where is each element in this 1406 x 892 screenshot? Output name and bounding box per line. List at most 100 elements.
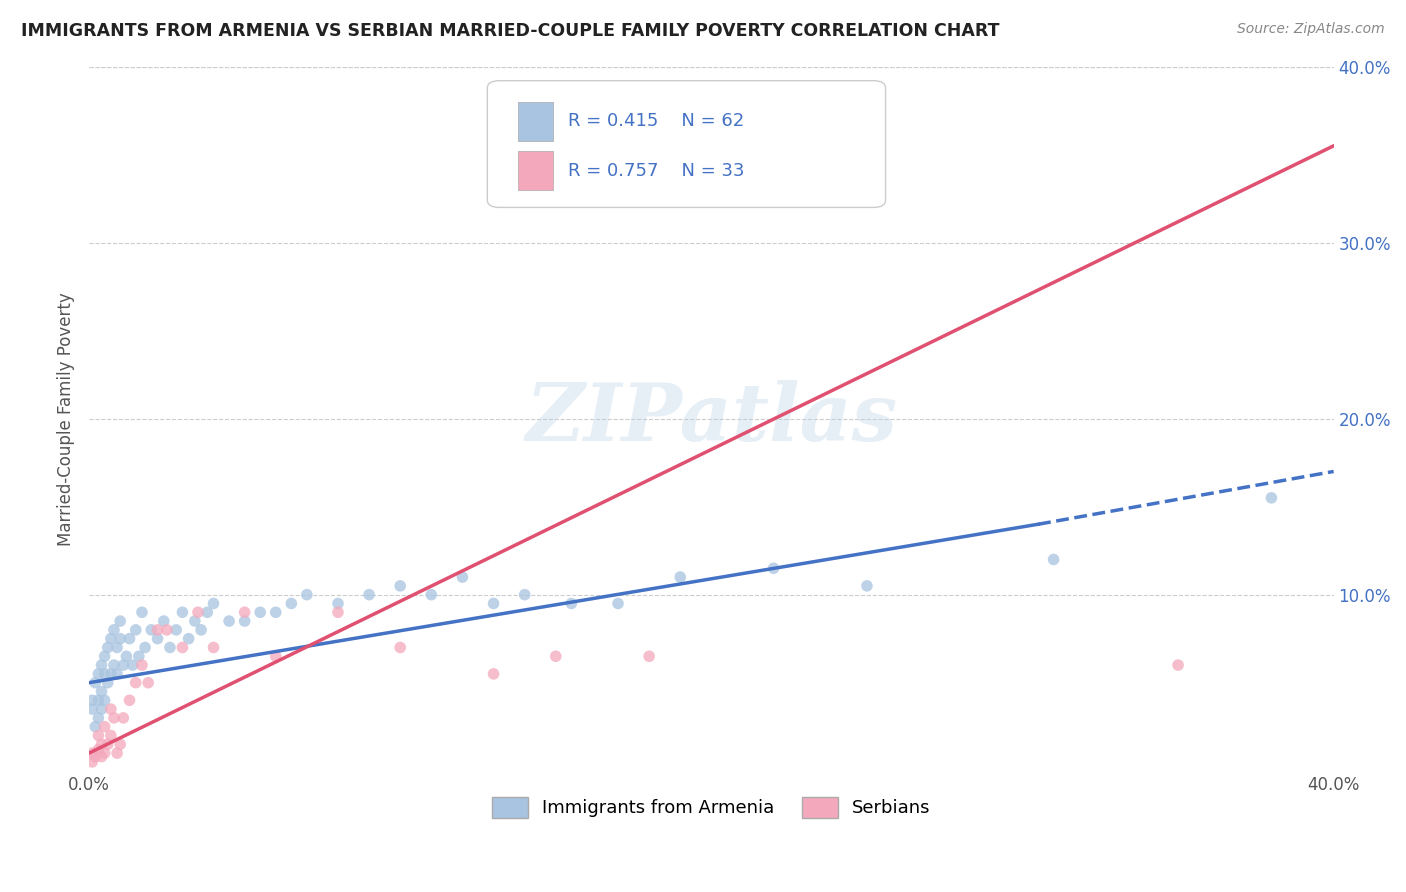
Point <box>1042 552 1064 566</box>
Point <box>87 742 110 756</box>
Point <box>87 729 110 743</box>
Text: Source: ZipAtlas.com: Source: ZipAtlas.com <box>1237 22 1385 37</box>
Point <box>87 711 110 725</box>
Point <box>93 649 115 664</box>
Point <box>97 675 120 690</box>
Point <box>264 649 287 664</box>
Point <box>513 588 536 602</box>
Point <box>233 614 256 628</box>
Point <box>326 597 349 611</box>
Point <box>177 632 200 646</box>
Point <box>264 605 287 619</box>
Point <box>152 614 174 628</box>
Point <box>82 755 104 769</box>
Point <box>389 579 412 593</box>
Point <box>90 737 112 751</box>
Point <box>112 658 135 673</box>
Point <box>172 640 194 655</box>
Point <box>187 605 209 619</box>
Point <box>93 666 115 681</box>
Legend: Immigrants from Armenia, Serbians: Immigrants from Armenia, Serbians <box>485 789 938 825</box>
Point <box>125 623 148 637</box>
FancyBboxPatch shape <box>519 151 554 190</box>
Point <box>82 746 104 760</box>
Point <box>184 614 207 628</box>
Point <box>87 693 110 707</box>
Point <box>202 640 225 655</box>
Text: ZIPatlas: ZIPatlas <box>526 380 897 458</box>
Y-axis label: Married-Couple Family Poverty: Married-Couple Family Poverty <box>58 292 75 546</box>
Point <box>87 666 110 681</box>
Point <box>638 649 661 664</box>
Point <box>115 649 138 664</box>
Point <box>90 702 112 716</box>
Point <box>118 693 141 707</box>
Point <box>108 737 131 751</box>
Point <box>482 666 505 681</box>
Point <box>669 570 692 584</box>
Point <box>607 597 630 611</box>
Point <box>326 605 349 619</box>
Point <box>131 658 153 673</box>
Point <box>105 640 128 655</box>
Point <box>84 749 107 764</box>
Point <box>84 675 107 690</box>
FancyBboxPatch shape <box>519 102 554 141</box>
Point <box>249 605 271 619</box>
FancyBboxPatch shape <box>488 80 886 208</box>
Point <box>172 605 194 619</box>
Text: R = 0.757    N = 33: R = 0.757 N = 33 <box>568 161 745 180</box>
Point <box>108 632 131 646</box>
Point <box>420 588 443 602</box>
Point <box>128 649 150 664</box>
Point <box>389 640 412 655</box>
Point <box>136 675 159 690</box>
Point <box>482 597 505 611</box>
Point <box>125 675 148 690</box>
Point <box>97 737 120 751</box>
Point <box>1260 491 1282 505</box>
Point <box>121 658 143 673</box>
Point <box>118 632 141 646</box>
Point <box>100 702 122 716</box>
Point <box>100 729 122 743</box>
Point <box>93 746 115 760</box>
Point <box>100 632 122 646</box>
Point <box>233 605 256 619</box>
Point <box>190 623 212 637</box>
Point <box>165 623 187 637</box>
Point <box>1167 658 1189 673</box>
Point <box>82 693 104 707</box>
Point <box>93 693 115 707</box>
Point <box>103 658 125 673</box>
Point <box>82 702 104 716</box>
Point <box>762 561 785 575</box>
Point <box>93 720 115 734</box>
Point <box>112 711 135 725</box>
Point <box>105 666 128 681</box>
Point <box>103 711 125 725</box>
Point <box>359 588 381 602</box>
Point <box>156 623 179 637</box>
Point <box>100 666 122 681</box>
Point <box>146 623 169 637</box>
Text: IMMIGRANTS FROM ARMENIA VS SERBIAN MARRIED-COUPLE FAMILY POVERTY CORRELATION CHA: IMMIGRANTS FROM ARMENIA VS SERBIAN MARRI… <box>21 22 1000 40</box>
Point <box>90 658 112 673</box>
Point <box>134 640 156 655</box>
Text: R = 0.415    N = 62: R = 0.415 N = 62 <box>568 112 745 130</box>
Point <box>90 749 112 764</box>
Point <box>295 588 318 602</box>
Point <box>108 614 131 628</box>
Point <box>97 640 120 655</box>
Point <box>560 597 582 611</box>
Point <box>159 640 181 655</box>
Point <box>280 597 302 611</box>
Point <box>103 623 125 637</box>
Point <box>131 605 153 619</box>
Point <box>202 597 225 611</box>
Point <box>218 614 240 628</box>
Point <box>195 605 218 619</box>
Point <box>451 570 474 584</box>
Point <box>146 632 169 646</box>
Point <box>141 623 163 637</box>
